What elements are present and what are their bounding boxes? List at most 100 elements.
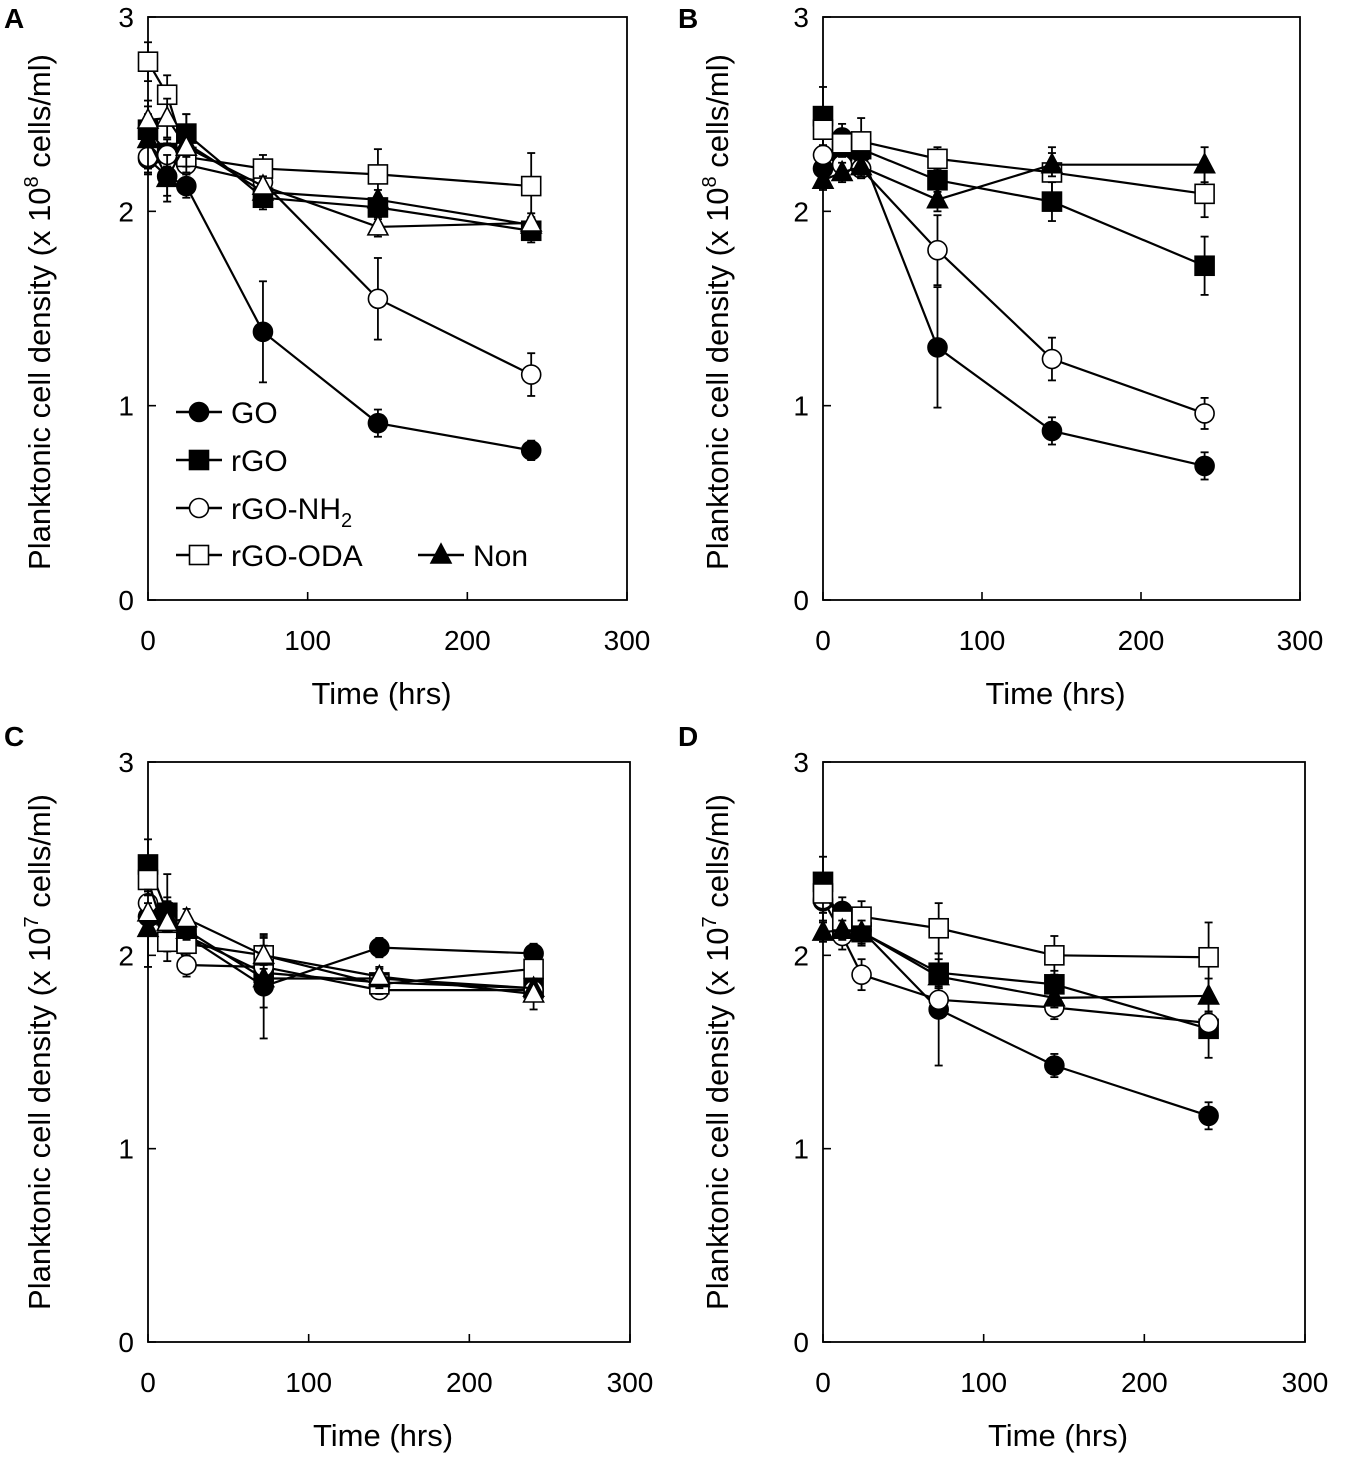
data-point: [520, 364, 542, 385]
x-tick-label: 200: [444, 625, 491, 656]
data-point: [155, 909, 179, 932]
legend-marker: [188, 401, 210, 423]
legend-marker: [188, 544, 210, 566]
legend-item-go: GO: [176, 397, 278, 430]
data-point: [367, 164, 389, 185]
series-go: [137, 896, 544, 1040]
data-point: [252, 942, 276, 965]
y-tick-label: 1: [793, 391, 809, 422]
data-point: [1193, 151, 1216, 174]
y-axis-title: Planktonic cell density (x 108 cells/ml): [21, 54, 57, 570]
y-axis-title-exponent: 7: [21, 916, 43, 927]
data-point: [812, 119, 834, 141]
data-point: [137, 51, 159, 72]
legend-label: rGO: [231, 445, 288, 478]
legend-label-text: rGO-NH: [231, 493, 341, 526]
legend-item-rgo-nh2: rGO-NH2: [176, 493, 352, 532]
data-point: [136, 900, 160, 922]
data-point: [830, 159, 854, 182]
legend-label: GO: [231, 397, 278, 430]
x-tick-label: 300: [1282, 1367, 1329, 1398]
y-tick-label: 1: [118, 1134, 134, 1165]
data-point: [175, 905, 198, 928]
panel-c: C 0 1 2 3 0 100 200 300 Time (hrs) Planktonic cell…: [4, 721, 653, 1453]
data-point: [812, 144, 834, 166]
legend-label-text: rGO-ODA: [231, 540, 363, 573]
y-tick-label: 2: [793, 196, 809, 227]
data-point: [811, 919, 835, 941]
data-point: [926, 186, 949, 209]
data-point: [252, 965, 276, 988]
y-tick-label: 1: [793, 1134, 809, 1165]
panel-letter: D: [678, 721, 698, 752]
series-line: [147, 61, 532, 188]
data-point: [1040, 151, 1064, 174]
y-tick-label: 0: [793, 585, 809, 616]
data-point: [174, 134, 198, 157]
panel-b: B 0 1 2 3 0 100 200 300 Time (hrs) Planktonic cell…: [678, 2, 1323, 711]
data-point: [812, 883, 834, 904]
data-point: [830, 917, 854, 940]
plot-frame: [822, 16, 1301, 601]
data-point: [927, 337, 948, 358]
data-point: [519, 210, 543, 232]
data-point: [1198, 1105, 1219, 1127]
legend-marker: [188, 449, 210, 471]
legend-label: Non: [473, 540, 528, 573]
data-point: [850, 919, 873, 941]
series-rgo-oda: [137, 41, 542, 221]
series-line: [147, 153, 532, 376]
legend: GO rGO rGO-NH2 rGO-ODA Non: [176, 397, 528, 573]
data-point: [1198, 946, 1219, 968]
y-axis-title-exponent: 7: [699, 916, 721, 927]
panel-letter: C: [4, 721, 24, 752]
x-tick-label: 0: [140, 1367, 156, 1398]
y-axis-title: Planktonic cell density (x 107 cells/ml): [21, 794, 57, 1310]
plot-frame: [147, 16, 628, 601]
data-point: [368, 963, 391, 986]
y-tick-label: 0: [793, 1327, 809, 1358]
series-rgo: [812, 86, 1215, 296]
legend-label-subscript: 2: [341, 510, 352, 532]
legend-label: rGO-NH2: [231, 493, 352, 532]
series-rgo-nh2: [812, 884, 1219, 1036]
data-point: [849, 153, 873, 176]
series-line: [822, 900, 1209, 1117]
series-rgo-oda: [137, 863, 544, 995]
series-line: [822, 115, 1206, 267]
panel-a: A 0 1 2 3 0 100 200 300 Time (hrs) Planktonic cell…: [4, 2, 650, 711]
data-point: [155, 105, 179, 127]
y-axis-title-suffix: cells/ml): [22, 794, 57, 916]
legend-item-rgo: rGO: [176, 445, 288, 478]
data-point: [252, 321, 274, 343]
y-axis-title-prefix: Planktonic cell density (x 10: [700, 927, 735, 1310]
data-point: [927, 239, 948, 261]
data-point: [366, 186, 390, 209]
x-axis-title: Time (hrs): [311, 676, 451, 711]
panel-d: D 0 1 2 3 0 100 200 300 Time (hrs) Planktonic cell…: [678, 721, 1328, 1453]
data-point: [927, 148, 948, 170]
data-point: [520, 440, 542, 461]
y-axis-title-suffix: cells/ml): [700, 54, 735, 176]
x-tick-label: 100: [960, 1367, 1007, 1398]
legend-label-text: rGO: [231, 445, 288, 478]
y-axis-title-prefix: Planktonic cell density (x 10: [22, 927, 57, 1310]
legend-item-rgo-oda: rGO-ODA: [176, 540, 363, 573]
plot-frame: [147, 761, 631, 1343]
legend-item-non: Non: [418, 540, 528, 573]
y-tick-label: 3: [118, 747, 134, 778]
data-point: [251, 173, 275, 195]
y-axis-title-exponent: 8: [699, 176, 721, 187]
plot-frame: [822, 761, 1306, 1343]
data-point: [367, 412, 389, 434]
data-point: [811, 167, 835, 190]
y-axis-title-prefix: Planktonic cell density (x 10: [700, 187, 735, 570]
y-axis-title: Planktonic cell density (x 108 cells/ml): [699, 54, 735, 570]
data-point: [1044, 1055, 1065, 1076]
panel-letter: A: [4, 3, 24, 34]
legend-marker: [188, 497, 210, 519]
data-point: [1043, 985, 1066, 1007]
data-point: [1194, 183, 1215, 205]
x-tick-label: 300: [604, 625, 651, 656]
